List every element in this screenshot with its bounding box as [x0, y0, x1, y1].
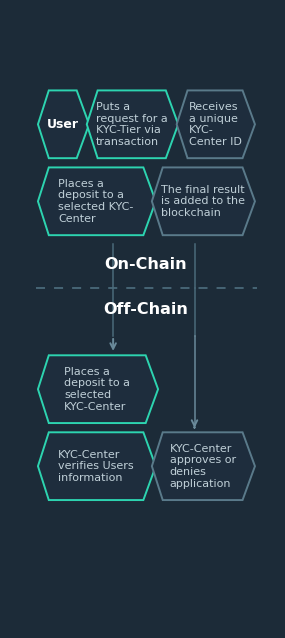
Polygon shape — [152, 167, 255, 235]
Text: KYC-Center
approves or
denies
application: KYC-Center approves or denies applicatio… — [170, 444, 236, 489]
Polygon shape — [177, 91, 255, 158]
Text: Receives
a unique
KYC-
Center ID: Receives a unique KYC- Center ID — [189, 102, 241, 147]
Text: KYC-Center
verifies Users
information: KYC-Center verifies Users information — [58, 450, 134, 483]
Text: Places a
deposit to a
selected
KYC-Center: Places a deposit to a selected KYC-Cente… — [64, 367, 130, 412]
Text: On-Chain: On-Chain — [104, 257, 187, 272]
Text: The final result
is added to the
blockchain: The final result is added to the blockch… — [161, 184, 245, 218]
Polygon shape — [87, 91, 178, 158]
Text: Off-Chain: Off-Chain — [103, 302, 188, 316]
Polygon shape — [38, 355, 158, 423]
Polygon shape — [38, 167, 156, 235]
Polygon shape — [38, 433, 156, 500]
Polygon shape — [152, 433, 255, 500]
Polygon shape — [38, 91, 89, 158]
Text: Puts a
request for a
KYC-Tier via
transaction: Puts a request for a KYC-Tier via transa… — [96, 102, 168, 147]
Text: Places a
deposit to a
selected KYC-
Center: Places a deposit to a selected KYC- Cent… — [58, 179, 134, 224]
Text: User: User — [47, 118, 79, 131]
